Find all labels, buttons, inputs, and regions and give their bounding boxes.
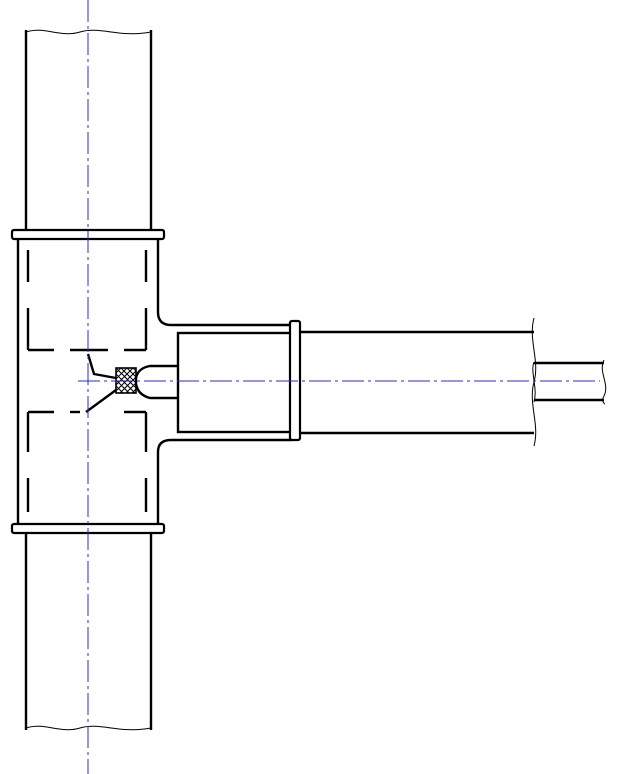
clamp-arms bbox=[85, 353, 117, 413]
vertical-pipe-upper bbox=[24, 29, 153, 232]
branch-pipe bbox=[300, 317, 537, 447]
inner-tube bbox=[532, 359, 607, 405]
inner-nozzle bbox=[134, 364, 178, 400]
vertical-pipe-lower bbox=[24, 532, 153, 731]
branch-sleeve bbox=[176, 331, 293, 434]
tee-hidden-contour bbox=[26, 250, 148, 512]
tee-body bbox=[16, 239, 292, 524]
